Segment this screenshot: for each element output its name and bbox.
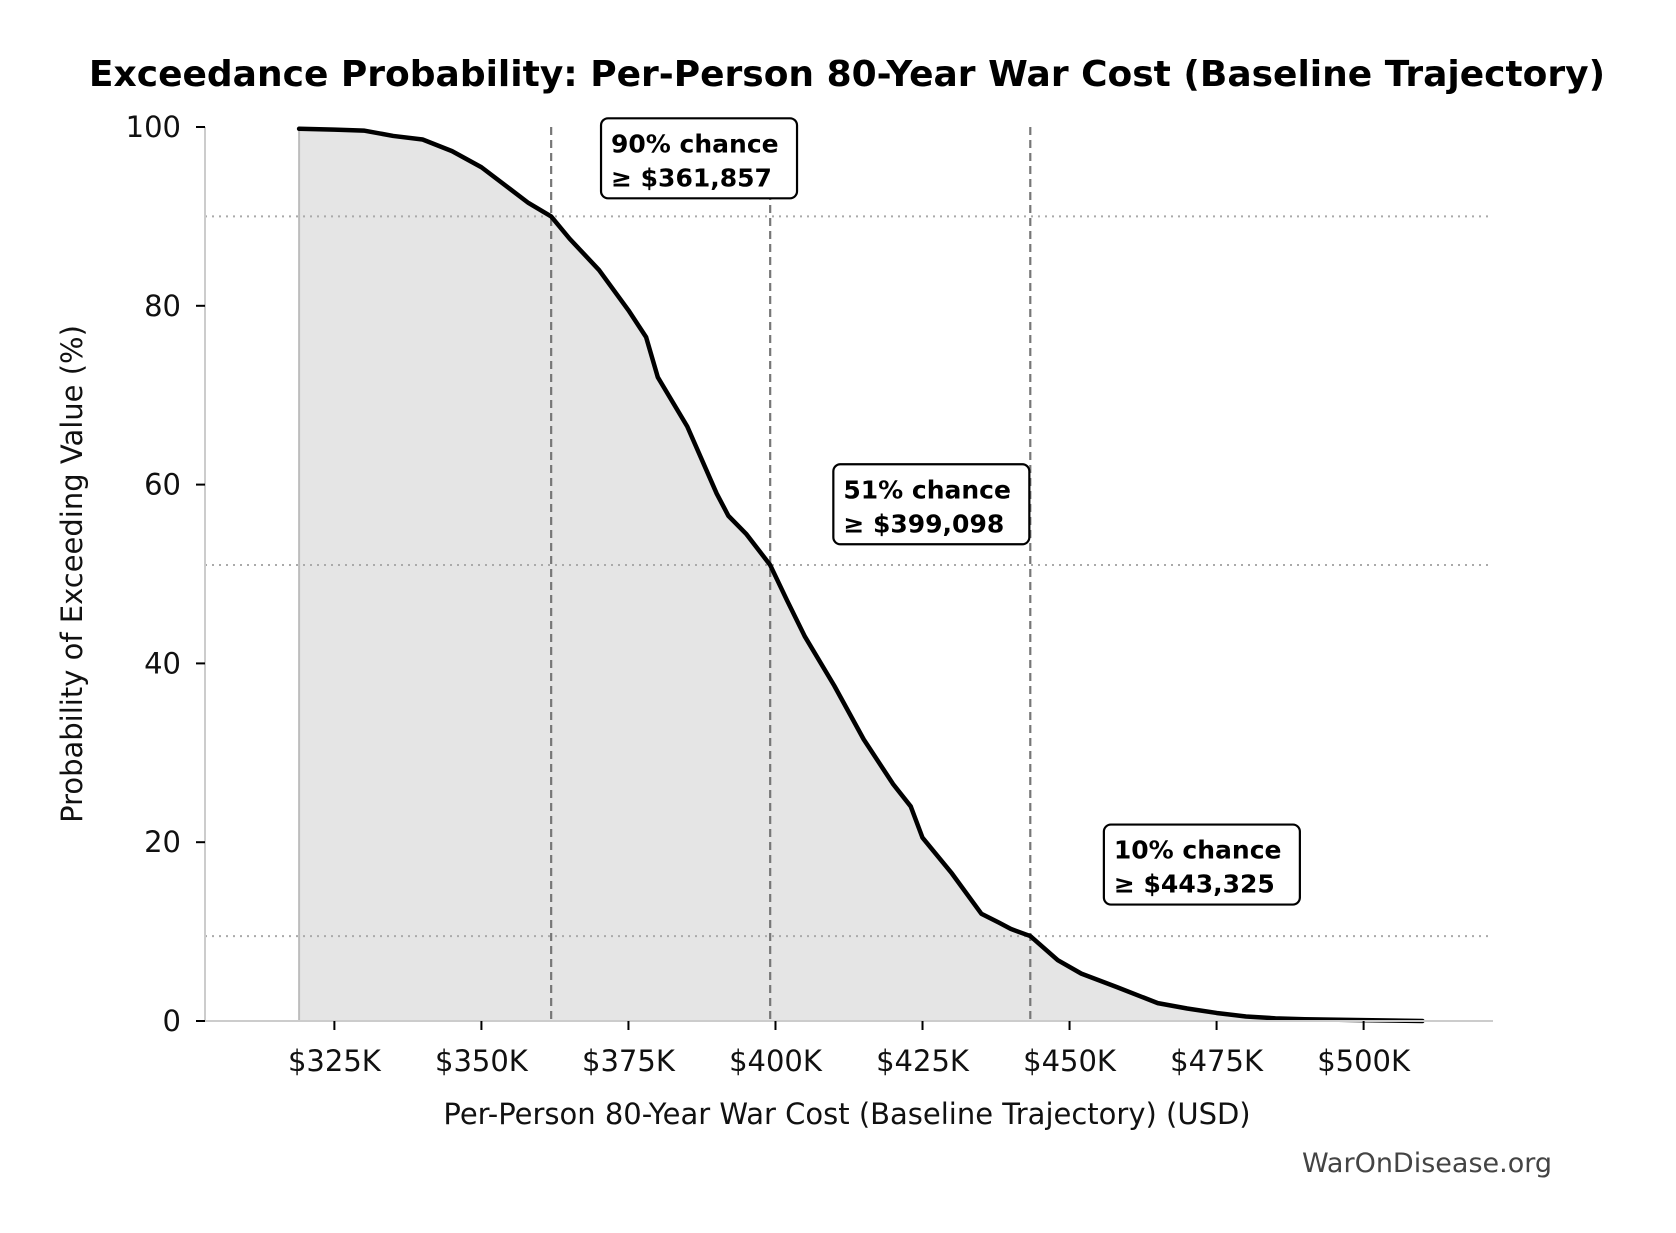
y-tick-label: 100 [126, 110, 181, 144]
x-tick-label: $450K [1023, 1044, 1117, 1078]
annotation-box-1 [832, 463, 1031, 546]
y-tick-label: 20 [144, 825, 181, 859]
annotation-probability-label: 51% chance [843, 475, 1011, 504]
watermark: WarOnDisease.org [1302, 1148, 1552, 1179]
annotation-probability-label: 90% chance [611, 129, 779, 158]
x-tick-label: $475K [1170, 1044, 1264, 1078]
chart-title: Exceedance Probability: Per-Person 80-Ye… [89, 54, 1605, 95]
x-tick-label: $500K [1317, 1044, 1411, 1078]
y-tick-label: 40 [144, 646, 181, 680]
exceedance-area-fill [299, 128, 1423, 1022]
x-tick-label: $375K [582, 1044, 676, 1078]
annotation-box-0 [599, 117, 799, 200]
plot-area: $325K $350K $375K $400K $425K $450K $475K $500K… [126, 110, 1493, 1078]
y-tick-label: 60 [144, 468, 181, 502]
y-tick-label: 0 [163, 1004, 181, 1038]
annotation-value-label: ≥ $361,857 [611, 163, 772, 192]
x-axis-label: Per-Person 80-Year War Cost (Baseline Tr… [443, 1097, 1250, 1131]
annotation-probability-label: 10% chance [1114, 836, 1282, 865]
annotation-box-2 [1102, 823, 1301, 906]
y-axis-label: Probability of Exceeding Value (%) [55, 325, 89, 823]
x-tick-label: $325K [288, 1044, 382, 1078]
annotation-value-label: ≥ $399,098 [843, 509, 1004, 538]
annotation-value-label: ≥ $443,325 [1114, 870, 1275, 899]
exceedance-curve [296, 126, 1425, 1024]
x-tick-label: $350K [435, 1044, 529, 1078]
y-tick-label: 80 [144, 289, 181, 323]
x-tick-label: $425K [876, 1044, 970, 1078]
x-tick-label: $400K [729, 1044, 823, 1078]
